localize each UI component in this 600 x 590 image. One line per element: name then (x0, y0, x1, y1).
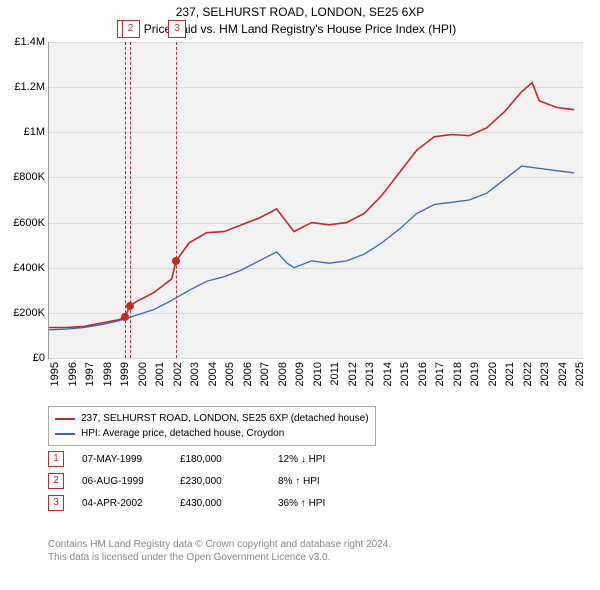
xtick-label: 2019 (469, 362, 481, 386)
transaction-date: 07-MAY-1999 (82, 454, 162, 465)
marker-point-1 (121, 313, 129, 321)
marker-point-3 (172, 257, 180, 265)
transaction-date: 06-AUG-1999 (82, 476, 162, 487)
xtick-label: 1997 (84, 362, 96, 386)
xtick-label: 1995 (49, 362, 61, 386)
xtick-label: 2001 (154, 362, 166, 386)
gridline-h (49, 358, 583, 359)
xtick-label: 2011 (329, 362, 341, 386)
ytick-label: £1.2M (14, 81, 45, 93)
transaction-price: £180,000 (180, 454, 260, 465)
legend-label: 237, SELHURST ROAD, LONDON, SE25 6XP (de… (81, 411, 369, 426)
xtick-label: 2005 (224, 362, 236, 386)
xtick-label: 2008 (277, 362, 289, 386)
xtick-label: 2010 (312, 362, 324, 386)
transaction-row: 3 04-APR-2002 £430,000 36% ↑ HPI (48, 492, 358, 514)
xtick-label: 2004 (207, 362, 219, 386)
legend-swatch (55, 433, 75, 435)
xtick-label: 2003 (189, 362, 201, 386)
xtick-label: 2009 (294, 362, 306, 386)
ytick-label: £400K (13, 262, 45, 274)
chart-titles: 237, SELHURST ROAD, LONDON, SE25 6XP Pri… (0, 0, 600, 38)
xtick-label: 2012 (347, 362, 359, 386)
ytick-label: £1.4M (14, 36, 45, 48)
footnote-line2: This data is licensed under the Open Gov… (48, 551, 391, 564)
ytick-label: £0 (33, 352, 45, 364)
xtick-label: 2015 (399, 362, 411, 386)
chart-title-line1: 237, SELHURST ROAD, LONDON, SE25 6XP (0, 4, 600, 21)
xtick-label: 2013 (364, 362, 376, 386)
xtick-label: 2022 (522, 362, 534, 386)
xtick-label: 1998 (102, 362, 114, 386)
xtick-label: 2024 (557, 362, 569, 386)
xtick-label: 2000 (137, 362, 149, 386)
xtick-label: 2002 (172, 362, 184, 386)
marker-point-2 (126, 302, 134, 310)
transaction-marker-box: 3 (48, 495, 64, 511)
footnote-line1: Contains HM Land Registry data © Crown c… (48, 538, 391, 551)
chart-lines-svg (49, 42, 583, 358)
ytick-label: £800K (13, 171, 45, 183)
transaction-price: £430,000 (180, 498, 260, 509)
transaction-price: £230,000 (180, 476, 260, 487)
xtick-label: 2006 (242, 362, 254, 386)
xtick-label: 2007 (259, 362, 271, 386)
transaction-row: 1 07-MAY-1999 £180,000 12% ↓ HPI (48, 448, 358, 470)
legend-row-price_paid: 237, SELHURST ROAD, LONDON, SE25 6XP (de… (55, 411, 369, 426)
xtick-label: 2018 (452, 362, 464, 386)
transaction-pct: 8% ↑ HPI (278, 476, 358, 487)
legend-swatch (55, 418, 75, 420)
xtick-label: 2020 (487, 362, 499, 386)
transaction-date: 04-APR-2002 (82, 498, 162, 509)
transaction-pct: 12% ↓ HPI (278, 454, 358, 465)
legend-row-hpi: HPI: Average price, detached house, Croy… (55, 426, 369, 441)
transaction-row: 2 06-AUG-1999 £230,000 8% ↑ HPI (48, 470, 358, 492)
marker-box-2: 2 (122, 20, 140, 38)
ytick-label: £600K (13, 217, 45, 229)
xtick-label: 1996 (67, 362, 79, 386)
series-line-price_paid (49, 83, 574, 328)
chart-footnote: Contains HM Land Registry data © Crown c… (48, 538, 391, 564)
xtick-label: 2025 (574, 362, 586, 386)
xtick-label: 2016 (417, 362, 429, 386)
transaction-marker-box: 2 (48, 473, 64, 489)
xtick-label: 1999 (119, 362, 131, 386)
plot-area: £0£200K£400K£600K£800K£1M£1.2M£1.4M19951… (48, 42, 583, 359)
chart-legend: 237, SELHURST ROAD, LONDON, SE25 6XP (de… (48, 406, 376, 446)
legend-label: HPI: Average price, detached house, Croy… (81, 426, 284, 441)
xtick-label: 2023 (539, 362, 551, 386)
marker-box-3: 3 (168, 20, 186, 38)
ytick-label: £200K (13, 307, 45, 319)
xtick-label: 2014 (382, 362, 394, 386)
transactions-table: 1 07-MAY-1999 £180,000 12% ↓ HPI 2 06-AUG-199… (48, 448, 358, 514)
ytick-label: £1M (24, 126, 45, 138)
chart-title-line2: Price paid vs. HM Land Registry's House … (0, 21, 600, 38)
xtick-label: 2017 (434, 362, 446, 386)
transaction-pct: 36% ↑ HPI (278, 498, 358, 509)
xtick-label: 2021 (504, 362, 516, 386)
chart-container: { "title_line1": "237, SELHURST ROAD, LO… (0, 0, 600, 590)
transaction-marker-box: 1 (48, 451, 64, 467)
